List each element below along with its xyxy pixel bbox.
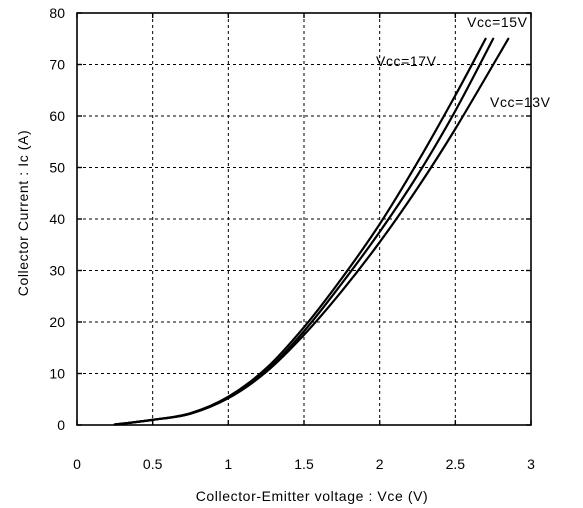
x-tick-label: 1 [224,456,232,472]
annotation-vcc-15v: Vcc=15V [467,14,528,30]
y-tick-labels: 0 10 20 30 40 50 60 70 80 [49,5,65,433]
annotation-vcc-17v: Vcc=17V [376,53,437,69]
y-tick-label: 0 [57,417,65,433]
x-tick-label: 0 [73,456,81,472]
y-tick-label: 40 [49,211,65,227]
y-tick-label: 30 [49,263,65,279]
x-tick-label: 3 [527,456,535,472]
series-line-vcc-17v [113,37,487,426]
annotation-layer: Vcc=15V Vcc=17V Vcc=13V [376,14,551,110]
y-tick-label: 70 [49,57,65,73]
curve-layer [113,37,510,426]
x-tick-labels: 0 0.5 1 1.5 2 2.5 3 [73,456,535,472]
annotation-vcc-13v: Vcc=13V [490,94,551,110]
tick-layer [76,12,532,426]
x-tick-label: 2 [376,456,384,472]
y-tick-label: 20 [49,314,65,330]
x-tick-label: 2.5 [446,456,466,472]
x-tick-label: 1.5 [294,456,314,472]
y-tick-label: 10 [49,366,65,382]
x-tick-label: 0.5 [143,456,163,472]
y-tick-label: 80 [49,5,65,21]
x-axis-label: Collector-Emitter voltage : Vce (V) [196,488,429,504]
series-line-vcc-13v [113,37,510,426]
y-tick-label: 50 [49,160,65,176]
grid-layer [77,13,531,425]
y-tick-label: 60 [49,108,65,124]
y-axis-label: Collector Current : Ic (A) [15,130,31,297]
